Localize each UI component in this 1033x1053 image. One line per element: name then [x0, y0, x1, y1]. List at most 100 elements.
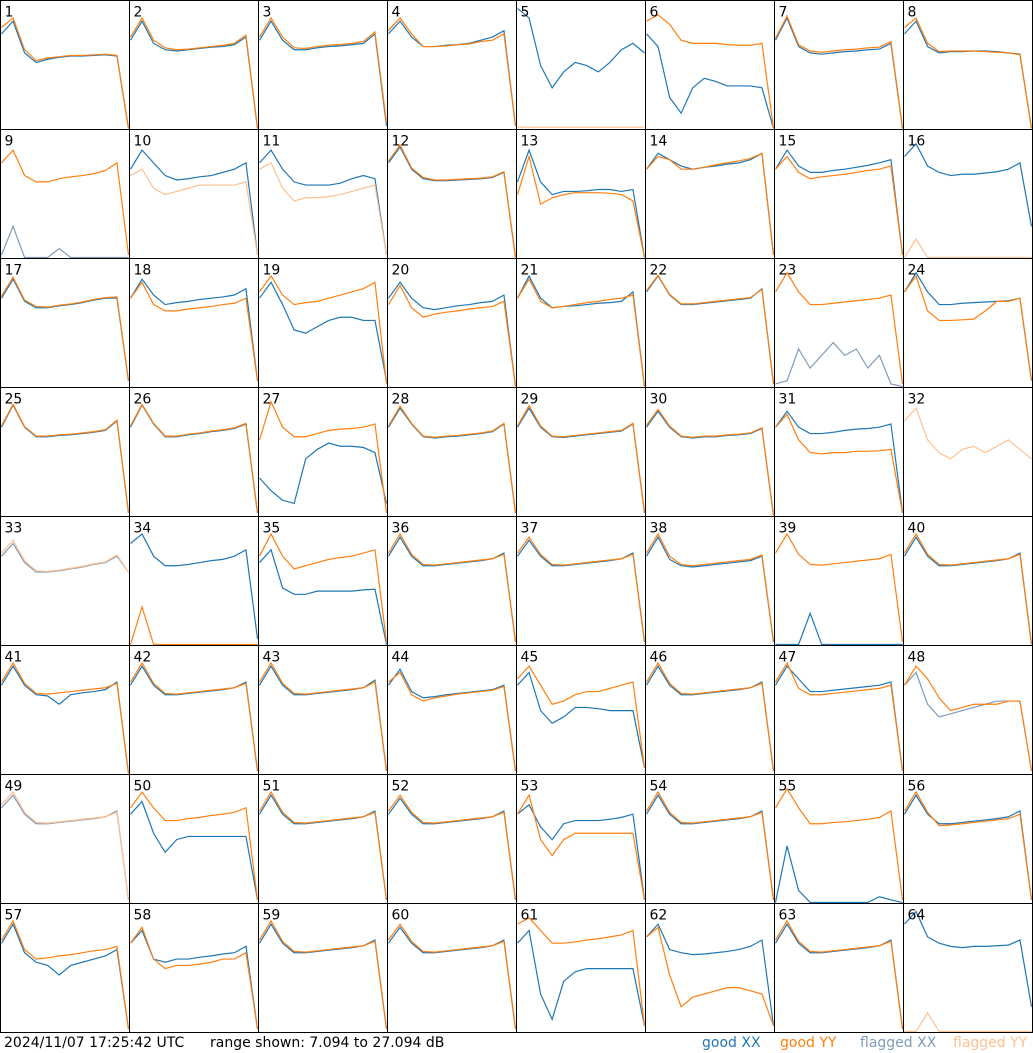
- spectrum-line: [129, 149, 259, 255]
- spectrum-line: [129, 661, 259, 771]
- panel-label: 56: [908, 779, 926, 795]
- spectrum-line: [129, 403, 259, 513]
- spectrum-line: [904, 407, 1032, 460]
- spectrum-line: [904, 1011, 1032, 1033]
- panel-label: 53: [521, 779, 539, 795]
- spectrum-line: [129, 16, 259, 129]
- panel-label: 49: [5, 779, 23, 795]
- spectrum-line: [775, 410, 904, 513]
- panel-label: 24: [908, 263, 926, 279]
- spectrum-line: [259, 149, 388, 256]
- panel-label: 38: [650, 521, 668, 537]
- spectrum-line: [1, 542, 129, 573]
- panel-label: 12: [392, 134, 410, 150]
- spectrum-line: [387, 532, 517, 642]
- spectrum-line: [903, 532, 1033, 645]
- spectrum-line: [517, 917, 646, 1026]
- panel-label: 1: [5, 5, 14, 21]
- spectrum-line: [774, 532, 904, 642]
- spectrum-line: [0, 277, 130, 381]
- spectrum-line: [130, 926, 259, 1030]
- panel-label: 22: [650, 263, 668, 279]
- panel-label: 62: [650, 908, 668, 924]
- panel-label: 42: [134, 650, 152, 666]
- panel-label: 3: [263, 5, 272, 21]
- panel-label: 5: [521, 5, 530, 21]
- spectrum-line: [0, 224, 129, 259]
- panel-label: 11: [263, 134, 281, 150]
- spectrum-line: [388, 17, 517, 126]
- panel-label: 31: [779, 392, 797, 408]
- spectrum-line: [129, 19, 259, 129]
- spectrum-line: [646, 33, 775, 129]
- spectrum-line: [387, 405, 517, 513]
- panel-label: 43: [263, 650, 281, 666]
- spectrum-line: [258, 400, 388, 513]
- panel-label: 40: [908, 521, 926, 537]
- spectrum-line: [904, 274, 1033, 381]
- spectrum-line: [388, 794, 517, 900]
- panel-label: 54: [650, 779, 668, 795]
- panel-label: 64: [908, 908, 926, 924]
- panel-label: 46: [650, 650, 668, 666]
- panel-label: 6: [650, 5, 659, 21]
- panel-label: 59: [263, 908, 281, 924]
- spectrum-line: [130, 800, 259, 901]
- spectrum-line: [645, 661, 775, 771]
- panel-label: 39: [779, 521, 797, 537]
- spectrum-line: [517, 803, 646, 901]
- spectrum-line: [130, 281, 259, 381]
- panel-label: 10: [134, 134, 152, 150]
- panel-label: 14: [650, 134, 668, 150]
- panel-label: 55: [779, 779, 797, 795]
- panel-label: 32: [908, 392, 926, 408]
- spectrum-line: [0, 664, 130, 774]
- spectrum-line: [775, 611, 903, 646]
- spectrum-line: [258, 790, 388, 900]
- spectrum-line: [903, 790, 1033, 901]
- spectrum-line: [0, 661, 130, 774]
- panel-label: 51: [263, 779, 281, 795]
- spectrum-line: [258, 19, 388, 126]
- spectrum-line: [517, 7, 645, 89]
- legend-entry: good YY: [780, 1035, 837, 1051]
- panel-label: 4: [392, 5, 401, 21]
- panel-label: 61: [521, 908, 539, 924]
- spectrum-line: [646, 923, 775, 1026]
- spectrum-line: [645, 790, 775, 900]
- panel-label: 48: [908, 650, 926, 666]
- panel-label: 27: [263, 392, 281, 408]
- spectrum-line: [0, 276, 130, 381]
- spectrum-line: [388, 143, 517, 258]
- panel-label: 58: [134, 908, 152, 924]
- spectrum-line: [130, 790, 259, 900]
- panel-label: 19: [263, 263, 281, 279]
- spectrum-line: [646, 408, 775, 516]
- panel-label: 7: [779, 5, 788, 21]
- panel-label: 9: [5, 134, 14, 150]
- spectrum-line: [130, 533, 259, 639]
- panel-label: 21: [521, 263, 539, 279]
- spectrum-line: [258, 919, 388, 1029]
- spectrum-line: [258, 532, 388, 642]
- panel-label: 20: [392, 263, 410, 279]
- spectrum-line: [259, 162, 388, 256]
- spectrum-line: [517, 671, 646, 768]
- panel-label: 15: [779, 134, 797, 150]
- spectrum-line: [775, 155, 904, 255]
- spectrum-line: [646, 152, 775, 255]
- spectrum-line: [774, 787, 904, 900]
- spectrum-line: [516, 148, 646, 258]
- spectrum-line: [517, 929, 646, 1026]
- spectrum-line: [259, 281, 388, 381]
- spectrum-line: [1, 790, 130, 900]
- spectrum-line: [904, 17, 1033, 129]
- spectrum-line: [258, 661, 388, 771]
- panel-label: 41: [5, 650, 23, 666]
- panel-label: 45: [521, 650, 539, 666]
- spectrum-line: [0, 403, 130, 513]
- panel-label: 33: [5, 521, 23, 537]
- spectrum-line: [1, 539, 129, 573]
- spectrum-line: [129, 278, 259, 381]
